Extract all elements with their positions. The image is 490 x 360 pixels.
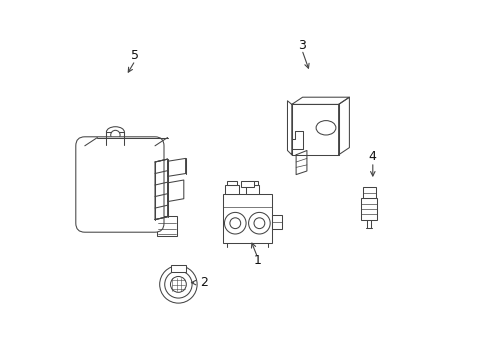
Circle shape xyxy=(171,276,186,292)
Circle shape xyxy=(254,218,265,229)
Bar xyxy=(157,216,176,236)
Bar xyxy=(106,132,124,145)
Text: 5: 5 xyxy=(131,49,139,62)
Bar xyxy=(225,185,239,194)
Bar xyxy=(247,181,258,185)
Circle shape xyxy=(85,179,95,189)
Bar xyxy=(241,181,254,187)
Bar xyxy=(223,194,272,243)
Circle shape xyxy=(248,212,270,234)
Text: 2: 2 xyxy=(199,276,208,289)
FancyBboxPatch shape xyxy=(76,137,164,232)
Bar xyxy=(361,198,377,220)
Bar xyxy=(227,181,237,185)
Circle shape xyxy=(111,130,120,140)
Bar xyxy=(272,215,282,229)
Bar xyxy=(245,185,259,194)
Bar xyxy=(171,265,186,272)
Ellipse shape xyxy=(316,121,336,135)
Text: 3: 3 xyxy=(298,39,306,51)
Circle shape xyxy=(85,161,95,171)
Circle shape xyxy=(230,218,241,229)
Circle shape xyxy=(160,266,197,303)
Bar xyxy=(363,187,376,198)
Bar xyxy=(82,146,89,220)
Text: 4: 4 xyxy=(369,150,377,163)
Circle shape xyxy=(224,212,246,234)
Text: 1: 1 xyxy=(254,255,262,267)
Circle shape xyxy=(85,197,95,207)
Circle shape xyxy=(165,271,192,298)
